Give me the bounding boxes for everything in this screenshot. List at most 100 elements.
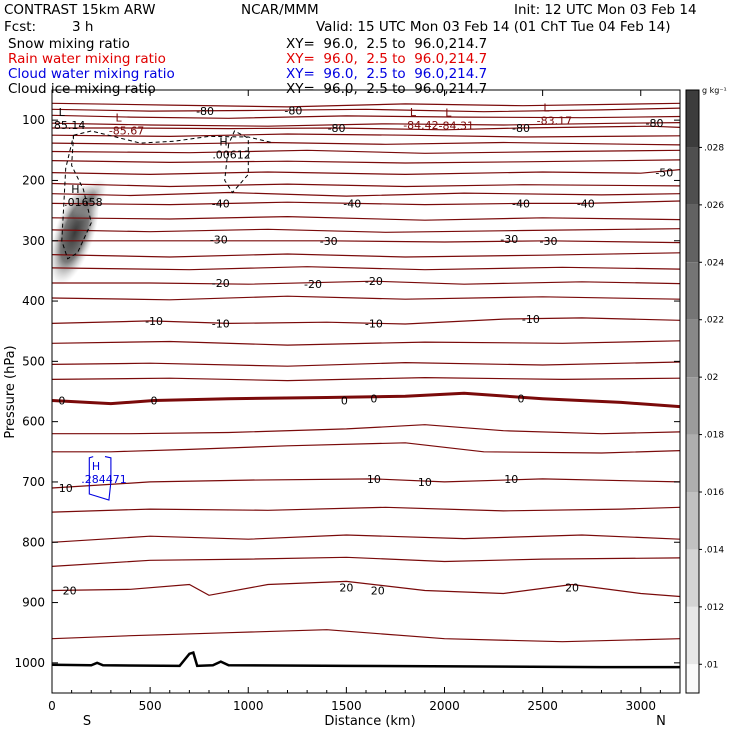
isotherm-line <box>52 114 680 119</box>
colorbar-tick-label: .018 <box>704 431 724 441</box>
colorbar-frame <box>685 89 700 694</box>
y-tick-label: 100 <box>22 113 45 127</box>
isotherm-label: -30 <box>500 233 518 246</box>
isotherm-line <box>52 228 680 233</box>
colorbar-swatch <box>686 664 699 693</box>
colorbar-tick-label: .01 <box>704 660 718 670</box>
isotherm-line <box>52 266 680 271</box>
isotherm-line <box>52 133 680 138</box>
isotherm-line <box>52 556 680 567</box>
extremum-value: -83.17 <box>537 115 572 128</box>
isotherm-label: 10 <box>59 482 73 495</box>
extremum-value: -85.67 <box>109 124 144 137</box>
extremum-mark: L <box>445 107 452 120</box>
isotherm-line <box>52 191 680 197</box>
isotherm-line <box>52 215 680 221</box>
colorbar-swatch <box>686 377 699 435</box>
colorbar-tick-label: .028 <box>704 143 724 153</box>
isotherm-line <box>52 252 680 258</box>
extremum-mark: L <box>59 106 66 119</box>
extremum-mark: H <box>71 183 79 196</box>
isotherm-label: 20 <box>371 584 385 597</box>
y-tick-label: 1000 <box>14 656 45 670</box>
colorbar-tick-label: .024 <box>704 258 724 268</box>
colorbar-tick-label: .026 <box>704 201 724 211</box>
isotherm-label: 10 <box>367 473 381 486</box>
extremum-value: -84.31 <box>439 120 474 133</box>
field-cloud-ice-name: Cloud ice mixing ratio <box>8 81 156 97</box>
isotherm-label: -30 <box>210 234 228 247</box>
colorbar-swatch <box>686 549 699 607</box>
terrain-line <box>52 651 680 669</box>
isotherm-label: 0 <box>58 395 65 408</box>
isotherm-label: 0 <box>518 393 525 406</box>
y-tick-label: 400 <box>22 294 45 308</box>
x-tick-label: 0 <box>48 699 56 713</box>
y-tick-label: 800 <box>22 535 45 549</box>
x-axis-title: Distance (km) <box>324 714 415 729</box>
extremum-value: -84.42 <box>403 119 438 132</box>
isotherm-label: 10 <box>418 476 432 489</box>
field-cloud-water-xy: XY= 96.0, 2.5 to 96.0,214.7 <box>286 66 488 82</box>
y-tick-label: 500 <box>22 354 45 368</box>
field-rain-xy: XY= 96.0, 2.5 to 96.0,214.7 <box>286 51 488 67</box>
isotherm-label: 20 <box>565 581 579 594</box>
plot-frame <box>51 89 681 694</box>
isotherm-label: -80 <box>328 122 346 135</box>
y-tick-label: 200 <box>22 173 45 187</box>
isotherm-line <box>52 376 680 382</box>
isotherm-line <box>52 317 680 325</box>
x-tick-label: 2500 <box>527 699 558 713</box>
isotherm-label: -40 <box>343 197 361 210</box>
isotherm-label: -20 <box>212 277 230 290</box>
model-title: CONTRAST 15km ARW <box>4 2 156 18</box>
isotherm-line <box>52 141 680 146</box>
colorbar-tick-label: .012 <box>704 603 724 613</box>
isotherm-label: -80 <box>196 105 214 118</box>
isotherm-label: -50 <box>655 167 673 180</box>
org-name: NCAR/MMM <box>241 2 319 18</box>
cloud-ice-contour <box>61 135 92 260</box>
isotherm-label: 20 <box>339 581 353 594</box>
snow-plume <box>72 178 108 222</box>
snow-shading <box>52 178 108 291</box>
y-tick-label: 900 <box>22 596 45 610</box>
freezing-level-line <box>52 391 680 409</box>
extremum-mark: H <box>219 136 227 149</box>
isotherm-line <box>52 361 680 367</box>
extremum-value: 85.14 <box>54 119 86 132</box>
forecast-label: Fcst: <box>4 19 37 35</box>
colorbar-tick-label: .022 <box>704 316 724 326</box>
isotherm-line <box>52 122 680 127</box>
isotherm-label: -40 <box>512 197 530 210</box>
cloud-water-contours <box>88 456 112 501</box>
cloud-ice-contours <box>61 130 272 260</box>
isotherm-label: 20 <box>63 584 77 597</box>
isotherm-line <box>52 534 680 543</box>
y-tick-label: 300 <box>22 234 45 248</box>
isotherm-label: -10 <box>365 317 383 330</box>
isotherm-line <box>52 200 680 206</box>
isotherm-line <box>52 424 680 435</box>
cloud-ice-contour <box>224 130 249 194</box>
isotherm-label: -80 <box>646 117 664 130</box>
isotherm-label: -40 <box>577 197 595 210</box>
isotherm-line <box>52 125 680 131</box>
colorbar-unit: g kg⁻¹ <box>702 86 727 95</box>
contour-labels: -80 -80 -80 -80 -80 -50 -40 -40 -40 -40 -30 -30 -30 -… <box>54 102 673 598</box>
x-tick-label: 2000 <box>429 699 460 713</box>
colorbar-swatch <box>686 319 699 378</box>
isotherm-line <box>52 478 680 489</box>
field-snow-xy: XY= 96.0, 2.5 to 96.0,214.7 <box>286 36 488 52</box>
colorbar-swatch <box>686 147 699 205</box>
colorbar-swatch <box>686 492 699 550</box>
isotherm-line <box>52 102 680 108</box>
x-tick-label: 500 <box>139 699 162 713</box>
y-tick-label: 700 <box>22 475 45 489</box>
isotherm-line <box>52 240 680 244</box>
isotherm-line <box>52 280 680 285</box>
field-snow-name: Snow mixing ratio <box>8 36 130 52</box>
field-cloud-ice-xy: XY= 96.0, 2.5 to 96.0,214.7 <box>286 81 488 97</box>
isotherm-line <box>52 159 680 164</box>
